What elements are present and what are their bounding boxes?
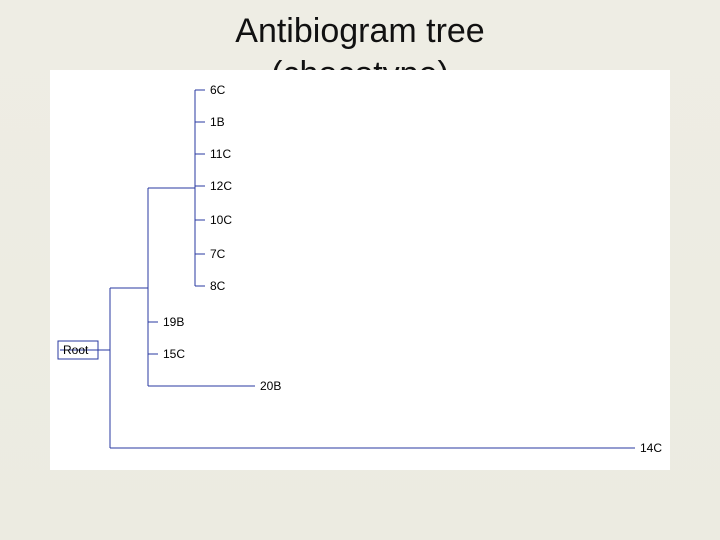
leaf-label: 1B xyxy=(210,115,225,129)
leaf-label: 19B xyxy=(163,315,184,329)
dendrogram-svg: 6C 1B 11C 12C 10C 7C 8C 19B 15C 20B 14C Root xyxy=(50,70,670,470)
slide: { "title": "Antibiogram tree", "subtitle… xyxy=(0,0,720,540)
leaf-label: 6C xyxy=(210,83,226,97)
root-label: Root xyxy=(63,343,89,357)
page-title: Antibiogram tree xyxy=(0,12,720,51)
leaf-label: 11C xyxy=(210,147,231,161)
leaf-label: 12C xyxy=(210,179,232,193)
leaf-label: 8C xyxy=(210,279,226,293)
leaf-label: 10C xyxy=(210,213,232,227)
leaf-label: 14C xyxy=(640,441,662,455)
tree-chart: 6C 1B 11C 12C 10C 7C 8C 19B 15C 20B 14C Root xyxy=(50,70,670,470)
leaf-label: 7C xyxy=(210,247,226,261)
leaf-label: 20B xyxy=(260,379,281,393)
leaf-label: 15C xyxy=(163,347,185,361)
